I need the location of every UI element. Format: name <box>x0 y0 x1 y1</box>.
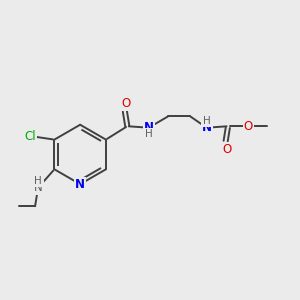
Text: H: H <box>146 129 153 139</box>
Text: O: O <box>244 120 253 133</box>
Text: O: O <box>121 97 130 110</box>
Text: O: O <box>222 142 231 156</box>
Text: Cl: Cl <box>24 130 36 142</box>
Text: N: N <box>34 181 43 194</box>
Text: N: N <box>75 178 85 191</box>
Text: N: N <box>202 121 212 134</box>
Text: H: H <box>34 176 41 186</box>
Text: N: N <box>144 121 154 134</box>
Text: H: H <box>203 116 211 126</box>
